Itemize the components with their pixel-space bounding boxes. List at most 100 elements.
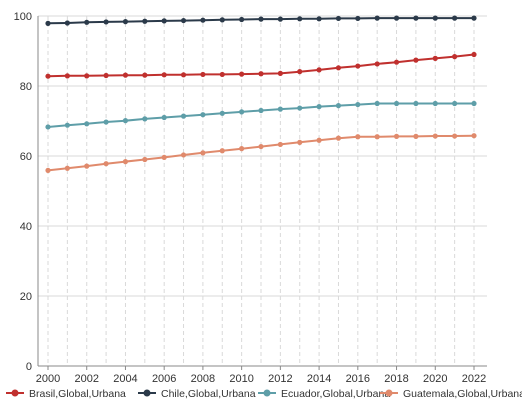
data-point-chile (180, 17, 187, 24)
data-point-ecuador (45, 124, 51, 130)
legend-swatch-marker (385, 389, 393, 397)
data-point-ecuador (413, 100, 419, 107)
data-point-brasil (219, 71, 225, 78)
data-point-guatemala (258, 143, 264, 150)
data-point-ecuador (297, 105, 303, 111)
data-point-brasil (316, 67, 322, 73)
data-point-guatemala (64, 165, 70, 171)
data-point-chile (84, 19, 90, 25)
data-point-guatemala (471, 133, 477, 139)
data-point-chile (355, 15, 361, 22)
data-point-chile (142, 18, 148, 24)
data-point-chile (258, 16, 264, 22)
data-point-guatemala (103, 161, 109, 167)
y-tick-label: 0 (26, 361, 32, 373)
data-point-guatemala (45, 167, 51, 173)
data-point-ecuador (432, 100, 438, 107)
data-point-ecuador (471, 100, 477, 107)
x-tick-label: 2004 (113, 373, 137, 385)
legend-label: Brasil,Global,Urbana (29, 388, 126, 400)
data-point-guatemala (452, 133, 458, 139)
data-point-brasil (452, 54, 458, 60)
data-point-ecuador (142, 116, 148, 122)
data-point-ecuador (316, 104, 322, 110)
data-point-ecuador (355, 101, 361, 108)
data-point-ecuador (219, 110, 225, 116)
data-point-guatemala (374, 134, 380, 140)
legend-item-brasil: Brasil,Global,Urbana (6, 388, 126, 400)
data-point-ecuador (239, 109, 245, 115)
data-point-chile (335, 15, 342, 22)
data-point-brasil (200, 71, 206, 78)
data-point-guatemala (335, 135, 342, 141)
data-point-brasil (180, 72, 187, 78)
data-point-ecuador (122, 118, 129, 124)
data-point-chile (471, 15, 477, 21)
data-point-guatemala (161, 154, 167, 160)
legend-swatch-marker (143, 389, 151, 397)
data-point-brasil (122, 72, 129, 78)
x-tick-label: 2008 (191, 373, 215, 385)
data-point-chile (316, 16, 322, 22)
data-point-chile (219, 17, 225, 23)
data-point-guatemala (122, 159, 129, 165)
y-tick-label: 100 (14, 11, 32, 23)
data-point-ecuador (84, 121, 90, 127)
data-point-ecuador (393, 100, 400, 107)
data-point-chile (374, 15, 380, 21)
legend-swatch-marker (263, 389, 271, 397)
data-point-brasil (335, 65, 342, 71)
data-point-ecuador (277, 106, 283, 112)
data-point-guatemala (297, 139, 303, 145)
x-tick-label: 2002 (74, 373, 98, 385)
legend-item-ecuador: Ecuador,Global,Urbana (258, 388, 390, 400)
legend-label: Ecuador,Global,Urbana (281, 388, 390, 400)
data-point-guatemala (219, 148, 225, 154)
data-point-brasil (393, 59, 400, 65)
data-point-ecuador (180, 113, 187, 119)
y-tick-label: 80 (20, 81, 32, 93)
x-tick-label: 2006 (152, 373, 176, 385)
x-tick-label: 2018 (384, 373, 408, 385)
data-point-chile (452, 15, 458, 21)
data-point-ecuador (452, 100, 458, 107)
x-tick-label: 2022 (462, 373, 486, 385)
y-tick-label: 20 (20, 291, 32, 303)
data-point-ecuador (200, 112, 206, 118)
data-point-brasil (142, 72, 148, 78)
x-tick-label: 2014 (307, 373, 331, 385)
data-point-guatemala (393, 133, 400, 139)
y-axis-tick-labels: 0 20 40 60 80 100 (14, 11, 32, 373)
data-point-guatemala (316, 137, 322, 143)
data-point-brasil (355, 63, 361, 69)
x-tick-label: 2012 (268, 373, 292, 385)
data-point-brasil (277, 70, 283, 76)
data-point-brasil (103, 72, 109, 79)
data-point-ecuador (103, 119, 109, 125)
data-point-ecuador (161, 114, 167, 121)
data-point-brasil (239, 71, 245, 77)
data-point-guatemala (84, 163, 90, 169)
data-point-brasil (161, 72, 167, 78)
data-point-brasil (64, 73, 70, 79)
x-tick-label: 2010 (229, 373, 253, 385)
data-point-chile (103, 19, 109, 25)
axes (37, 16, 487, 370)
grid-lines (38, 15, 487, 366)
data-point-guatemala (200, 150, 206, 156)
legend-label: Guatemala,Global,Urbana (403, 388, 522, 400)
data-point-chile (297, 16, 303, 22)
data-point-guatemala (180, 152, 187, 158)
data-point-brasil (258, 71, 264, 77)
x-tick-label: 2000 (36, 373, 60, 385)
x-tick-label: 2020 (423, 373, 447, 385)
legend-label: Chile,Global,Urbana (161, 388, 256, 400)
y-tick-label: 60 (20, 151, 32, 163)
series-lines (45, 15, 477, 173)
legend-item-guatemala: Guatemala,Global,Urbana (380, 388, 522, 400)
data-point-guatemala (355, 134, 361, 140)
legend: Brasil,Global,Urbana Chile,Global,Urbana E… (6, 388, 522, 400)
x-tick-label: 2016 (346, 373, 370, 385)
